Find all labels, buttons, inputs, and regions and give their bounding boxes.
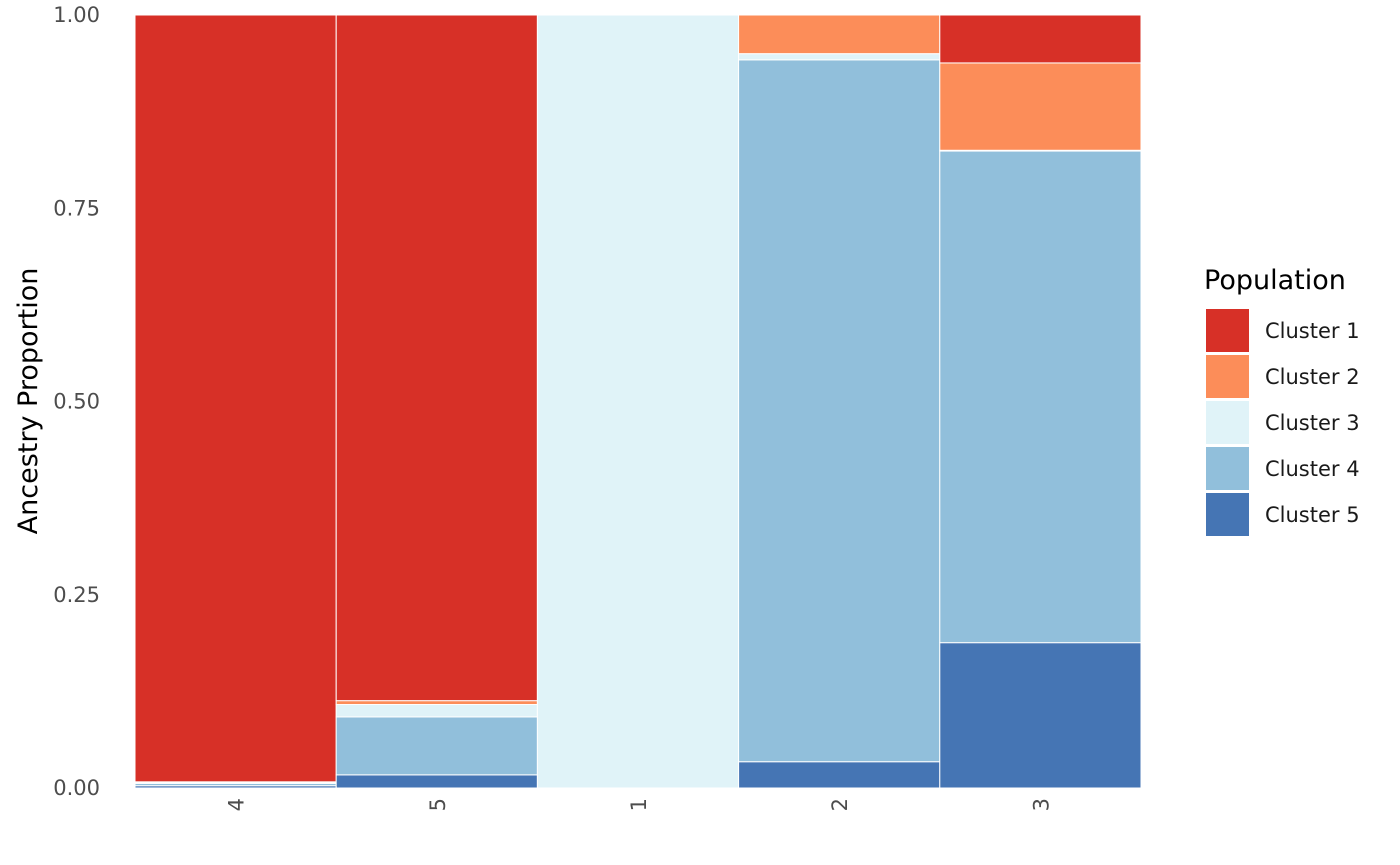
legend: Population Cluster 1 Cluster 2 Cluster 3 Cl… <box>1204 265 1360 536</box>
legend-label: Cluster 1 <box>1265 319 1360 343</box>
legend-label: Cluster 3 <box>1265 411 1360 435</box>
bar-segment-3-cluster-1 <box>939 14 1142 64</box>
legend-label: Cluster 4 <box>1265 457 1360 481</box>
bar-segment-2-cluster-5 <box>738 761 941 789</box>
bar-segment-5-cluster-5 <box>335 774 538 789</box>
legend-item-cluster-4: Cluster 4 <box>1206 447 1360 490</box>
legend-item-cluster-5: Cluster 5 <box>1206 493 1360 536</box>
y-tick-label: 0.75 <box>53 196 100 220</box>
y-tick-label: 0.25 <box>53 583 100 607</box>
bar-segment-2-cluster-2 <box>738 14 941 55</box>
legend-swatch <box>1206 447 1249 490</box>
x-tick-label: 1 <box>627 798 651 811</box>
legend-swatch <box>1206 401 1249 444</box>
x-tick-label: 4 <box>225 798 249 811</box>
bar-segment-1-cluster-3 <box>536 14 740 789</box>
bar-segment-3-cluster-5 <box>939 642 1142 789</box>
legend-swatch <box>1206 355 1249 398</box>
legend-swatch <box>1206 493 1249 536</box>
y-tick-label: 0.50 <box>53 390 100 414</box>
y-axis-title: Ancestry Proportion <box>13 268 44 535</box>
x-axis: 4 5 1 2 3 <box>225 798 1054 811</box>
y-tick-label: 1.00 <box>53 3 100 27</box>
bar-segment-5-cluster-4 <box>335 716 538 776</box>
x-tick-label: 3 <box>1029 798 1053 811</box>
plot-area <box>134 14 1142 789</box>
x-tick-label: 5 <box>426 798 450 811</box>
bar-segment-5-cluster-2 <box>335 700 538 706</box>
y-tick-label: 0.00 <box>53 776 100 800</box>
bar-segment-3-cluster-4 <box>939 150 1142 644</box>
legend-label: Cluster 2 <box>1265 365 1360 389</box>
bar-segment-4-cluster-1 <box>134 14 337 783</box>
bar-segment-5-cluster-3 <box>335 704 538 718</box>
bar-segment-5-cluster-1 <box>335 14 538 702</box>
legend-label: Cluster 5 <box>1265 503 1360 527</box>
bar-segment-2-cluster-4 <box>738 59 941 763</box>
bar-segment-3-cluster-2 <box>939 62 1142 151</box>
legend-swatch <box>1206 309 1249 352</box>
legend-item-cluster-1: Cluster 1 <box>1206 309 1360 352</box>
bar-segment-2-cluster-3 <box>738 53 941 61</box>
legend-item-cluster-3: Cluster 3 <box>1206 401 1360 444</box>
x-tick-label: 2 <box>828 798 852 811</box>
legend-title: Population <box>1204 265 1346 296</box>
y-axis: 0.00 0.25 0.50 0.75 1.00 <box>53 3 100 800</box>
legend-item-cluster-2: Cluster 2 <box>1206 355 1360 398</box>
